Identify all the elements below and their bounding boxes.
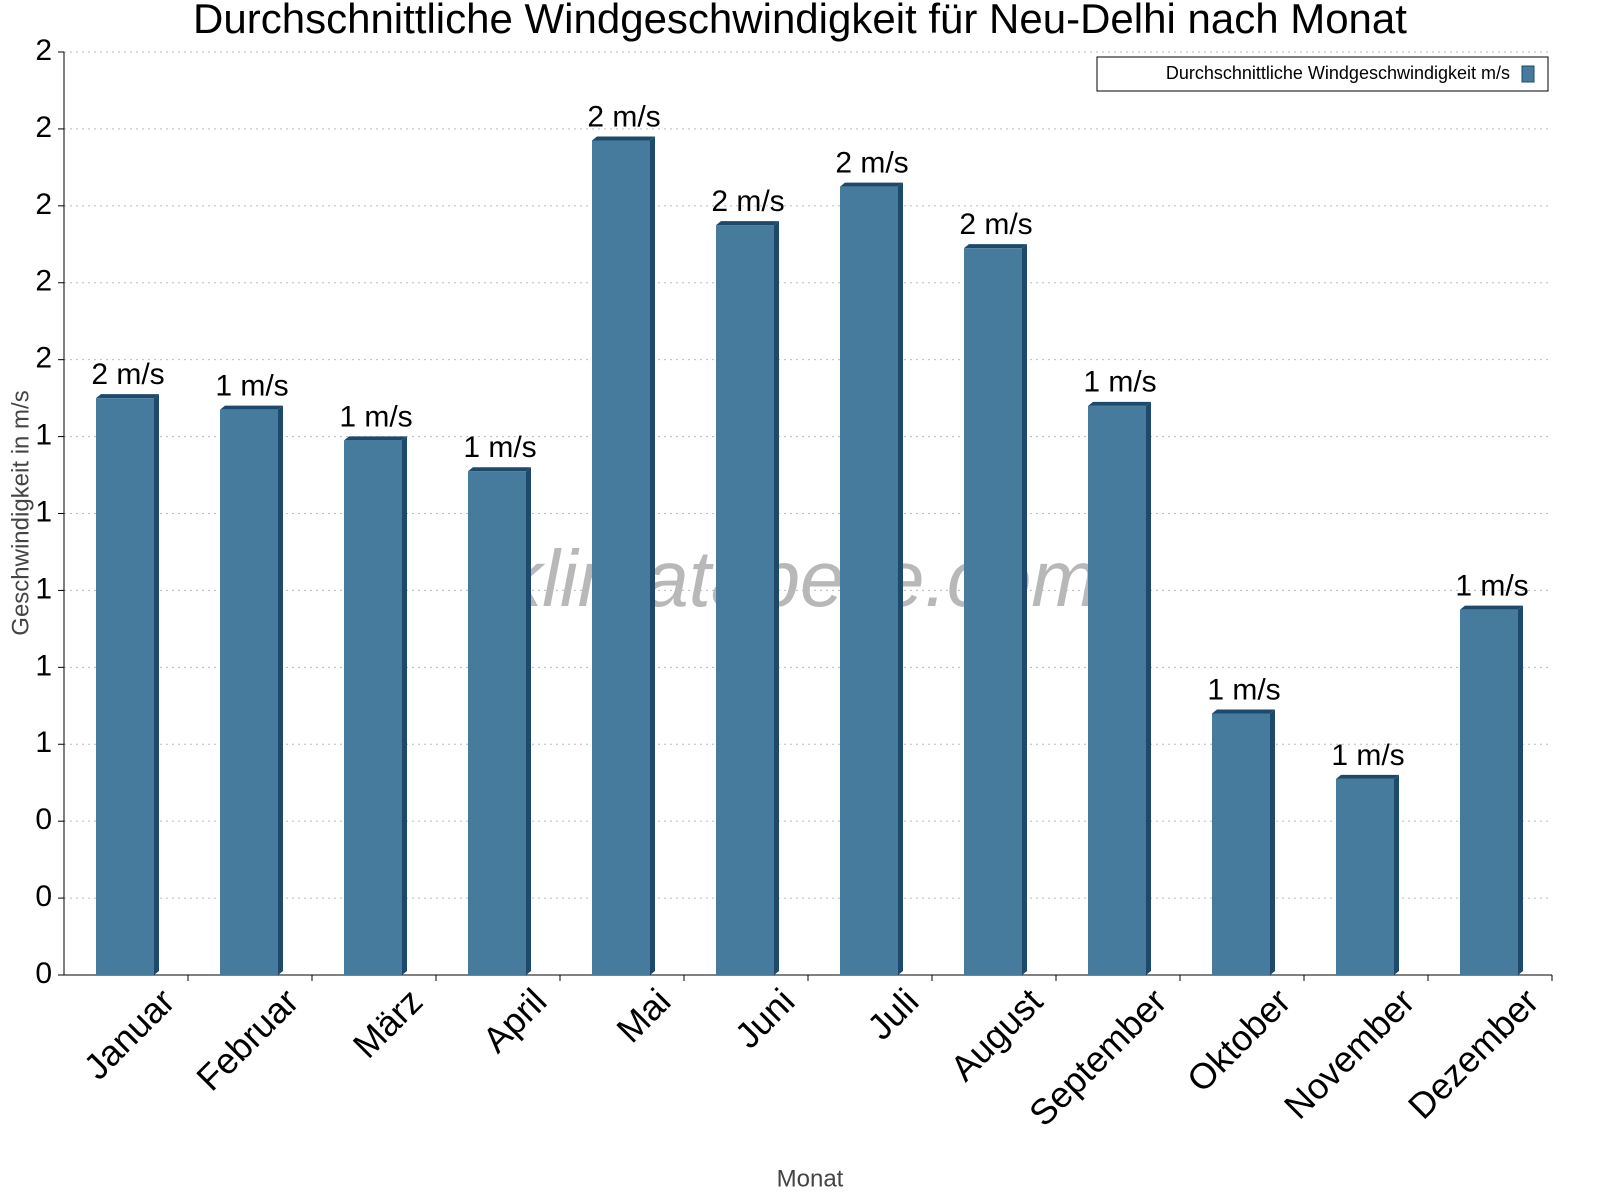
bar bbox=[1088, 405, 1146, 976]
value-label: 2 m/s bbox=[959, 208, 1032, 241]
y-tick-label: 2 bbox=[35, 265, 52, 298]
y-tick-label: 2 bbox=[35, 342, 52, 375]
bar-top bbox=[468, 467, 531, 472]
bar-side bbox=[1518, 605, 1523, 975]
bar bbox=[716, 225, 774, 975]
y-tick-label: 2 bbox=[35, 188, 52, 221]
bar-top bbox=[96, 394, 159, 399]
x-tick-label: Dezember bbox=[1400, 980, 1546, 1126]
bar bbox=[96, 398, 154, 975]
y-axis-label: Geschwindigkeit in m/s bbox=[7, 390, 34, 635]
bar-top bbox=[1460, 605, 1523, 610]
value-label: 1 m/s bbox=[339, 400, 412, 433]
x-tick-label: Juni bbox=[727, 980, 803, 1056]
bar-top bbox=[1336, 774, 1399, 779]
y-tick-label: 1 bbox=[35, 649, 52, 682]
value-label: 1 m/s bbox=[463, 431, 536, 464]
value-label: 1 m/s bbox=[1083, 366, 1156, 399]
y-tick-label: 2 bbox=[35, 111, 52, 144]
legend-label: Durchschnittliche Windgeschwindigkeit m/… bbox=[1166, 63, 1510, 83]
bar-side bbox=[278, 405, 283, 976]
y-tick-label: 2 bbox=[35, 34, 52, 67]
bar-side bbox=[774, 221, 779, 975]
bar bbox=[964, 248, 1022, 975]
y-tick-label: 0 bbox=[35, 957, 52, 990]
y-tick-label: 0 bbox=[35, 880, 52, 913]
x-tick-label: April bbox=[474, 980, 554, 1060]
y-tick-label: 0 bbox=[35, 803, 52, 836]
bar-top bbox=[1212, 709, 1275, 714]
bar-top bbox=[592, 136, 655, 141]
bar bbox=[220, 409, 278, 976]
bar-side bbox=[898, 182, 903, 975]
bar-top bbox=[1088, 401, 1151, 406]
legend-swatch bbox=[1521, 65, 1535, 83]
value-label: 2 m/s bbox=[711, 185, 784, 218]
value-label: 1 m/s bbox=[1331, 739, 1404, 772]
value-label: 1 m/s bbox=[1455, 570, 1528, 603]
bar bbox=[344, 440, 402, 975]
chart-title: Durchschnittliche Windgeschwindigkeit fü… bbox=[193, 0, 1407, 42]
bar-side bbox=[1022, 244, 1027, 975]
x-axis-label: Monat bbox=[777, 1165, 844, 1192]
bar-side bbox=[402, 436, 407, 975]
x-tick-label: August bbox=[942, 980, 1050, 1088]
bar bbox=[592, 140, 650, 975]
bar-side bbox=[650, 136, 655, 975]
x-tick-label: Mai bbox=[608, 980, 678, 1050]
x-tick-label: November bbox=[1276, 980, 1422, 1126]
y-tick-label: 1 bbox=[35, 726, 52, 759]
bar-top bbox=[344, 436, 407, 441]
x-tick-label: Januar bbox=[76, 980, 183, 1087]
bar-top bbox=[220, 405, 283, 410]
x-tick-label: Juli bbox=[859, 980, 926, 1047]
bar bbox=[840, 186, 898, 975]
value-label: 2 m/s bbox=[835, 147, 908, 180]
bar bbox=[1460, 609, 1518, 975]
y-tick-label: 1 bbox=[35, 419, 52, 452]
legend-box bbox=[1096, 56, 1549, 92]
bar-side bbox=[154, 394, 159, 975]
bar bbox=[1212, 713, 1270, 975]
x-tick-label: März bbox=[345, 980, 431, 1066]
bar-top bbox=[964, 244, 1027, 249]
value-label: 1 m/s bbox=[215, 370, 288, 403]
bar-side bbox=[1146, 401, 1151, 976]
bar-top bbox=[716, 221, 779, 226]
x-tick-label: Februar bbox=[188, 980, 306, 1098]
bar bbox=[1336, 778, 1394, 975]
bar-side bbox=[526, 467, 531, 975]
y-tick-label: 1 bbox=[35, 495, 52, 528]
bar-side bbox=[1394, 774, 1399, 975]
value-label: 2 m/s bbox=[91, 358, 164, 391]
y-tick-label: 1 bbox=[35, 572, 52, 605]
bar-top bbox=[840, 182, 903, 187]
x-tick-label: Oktober bbox=[1179, 980, 1299, 1100]
value-label: 2 m/s bbox=[587, 100, 660, 133]
value-label: 1 m/s bbox=[1207, 673, 1280, 706]
bar bbox=[468, 471, 526, 975]
bar-side bbox=[1270, 709, 1275, 975]
